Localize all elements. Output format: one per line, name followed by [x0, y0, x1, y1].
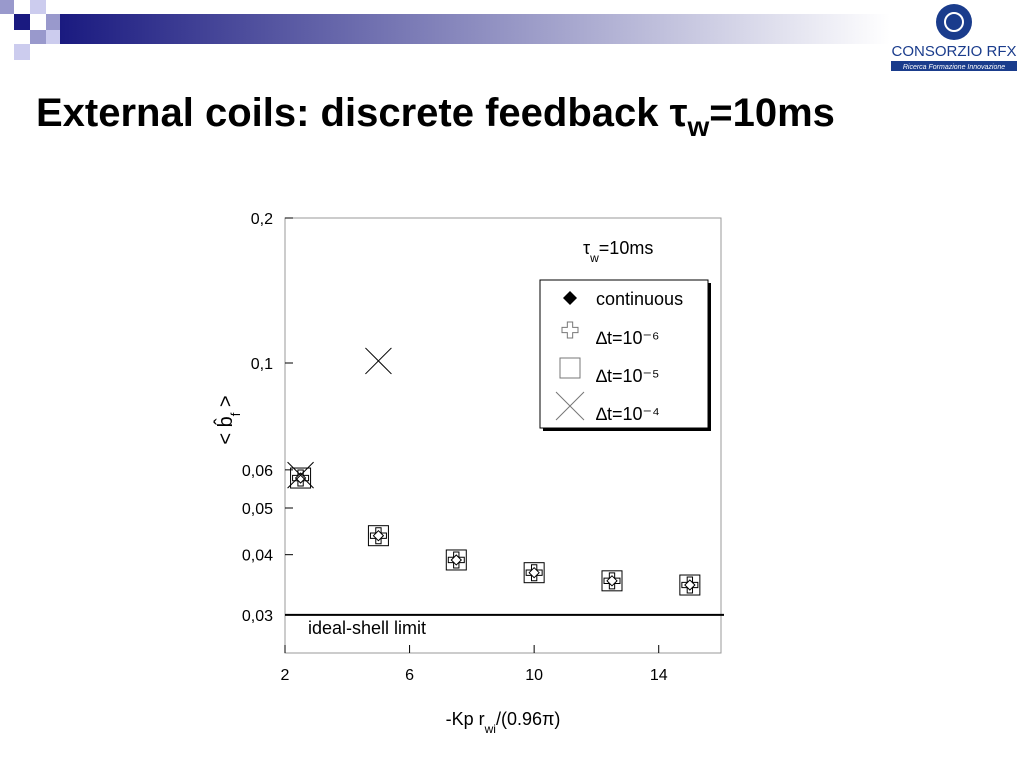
x-axis-label: -Kp rwi/(0.96π) — [446, 709, 561, 736]
y-tick-label: 0,05 — [242, 501, 273, 518]
plot-frame — [284, 217, 722, 654]
legend-label: ∆t=10⁻⁶ — [596, 328, 659, 348]
legend-marker — [555, 391, 585, 421]
square-marker — [679, 574, 701, 596]
annotation-part: τ — [583, 238, 590, 258]
diamond-marker — [294, 472, 307, 484]
legend-marker — [561, 321, 579, 339]
diamond-marker — [528, 566, 540, 579]
y-tick-label: 0,2 — [251, 211, 273, 228]
chart-title-part: =10ms — [709, 91, 835, 135]
legend-label: ∆t=10⁻⁴ — [596, 404, 660, 424]
x-tick-label: 10 — [525, 667, 543, 684]
annotation: τw=10ms — [583, 238, 653, 265]
legend-label: ∆t=10⁻⁵ — [596, 366, 660, 386]
y-axis-label-part: > — [215, 395, 237, 412]
chart-title: External coils: discrete feedback τw=10m… — [36, 91, 835, 142]
diamond-marker — [372, 529, 385, 542]
square-marker — [445, 549, 467, 571]
chart-title-part: w — [686, 111, 709, 142]
x-tick-label: 2 — [281, 667, 290, 684]
y-tick-label: 0,1 — [251, 356, 273, 373]
x-tick-label: 6 — [405, 667, 414, 684]
logo: CONSORZIO RFX Ricerca Formazione Innovaz… — [891, 4, 1017, 71]
x-tick-label: 14 — [650, 667, 668, 684]
y-axis-label-part: < b̂ — [214, 416, 237, 444]
y-tick-label: 0,06 — [242, 463, 273, 480]
y-axis-label-part: f — [228, 412, 243, 416]
logo-name: CONSORZIO RFX — [891, 43, 1016, 60]
annotation-part: w — [589, 251, 599, 265]
diamond-marker — [450, 554, 462, 566]
y-axis-label: < b̂f > — [214, 395, 243, 444]
diamond-marker — [684, 579, 696, 591]
legend-marker — [559, 357, 581, 379]
square-marker — [523, 562, 545, 584]
x-axis-label-part: /(0.96π) — [496, 709, 560, 729]
y-tick-label: 0,04 — [242, 548, 273, 565]
x-axis-label-part: -Kp r — [446, 709, 485, 729]
x-axis-label-part: wi — [484, 722, 496, 736]
square-marker — [290, 467, 312, 489]
reference-label: ideal-shell limit — [308, 618, 426, 638]
logo-tagline: Ricerca Formazione Innovazione — [903, 64, 1005, 71]
x-marker — [365, 347, 392, 375]
x-marker — [287, 461, 314, 489]
square-marker — [367, 525, 389, 547]
chart-title-part: External coils: discrete feedback τ — [36, 91, 688, 135]
diamond-marker — [606, 575, 618, 587]
legend-marker — [563, 291, 577, 305]
annotation-part: =10ms — [599, 238, 654, 258]
legend-label: continuous — [596, 289, 683, 309]
y-tick-label: 0,03 — [242, 608, 273, 625]
header-decoration — [0, 0, 890, 60]
square-marker — [601, 570, 623, 592]
